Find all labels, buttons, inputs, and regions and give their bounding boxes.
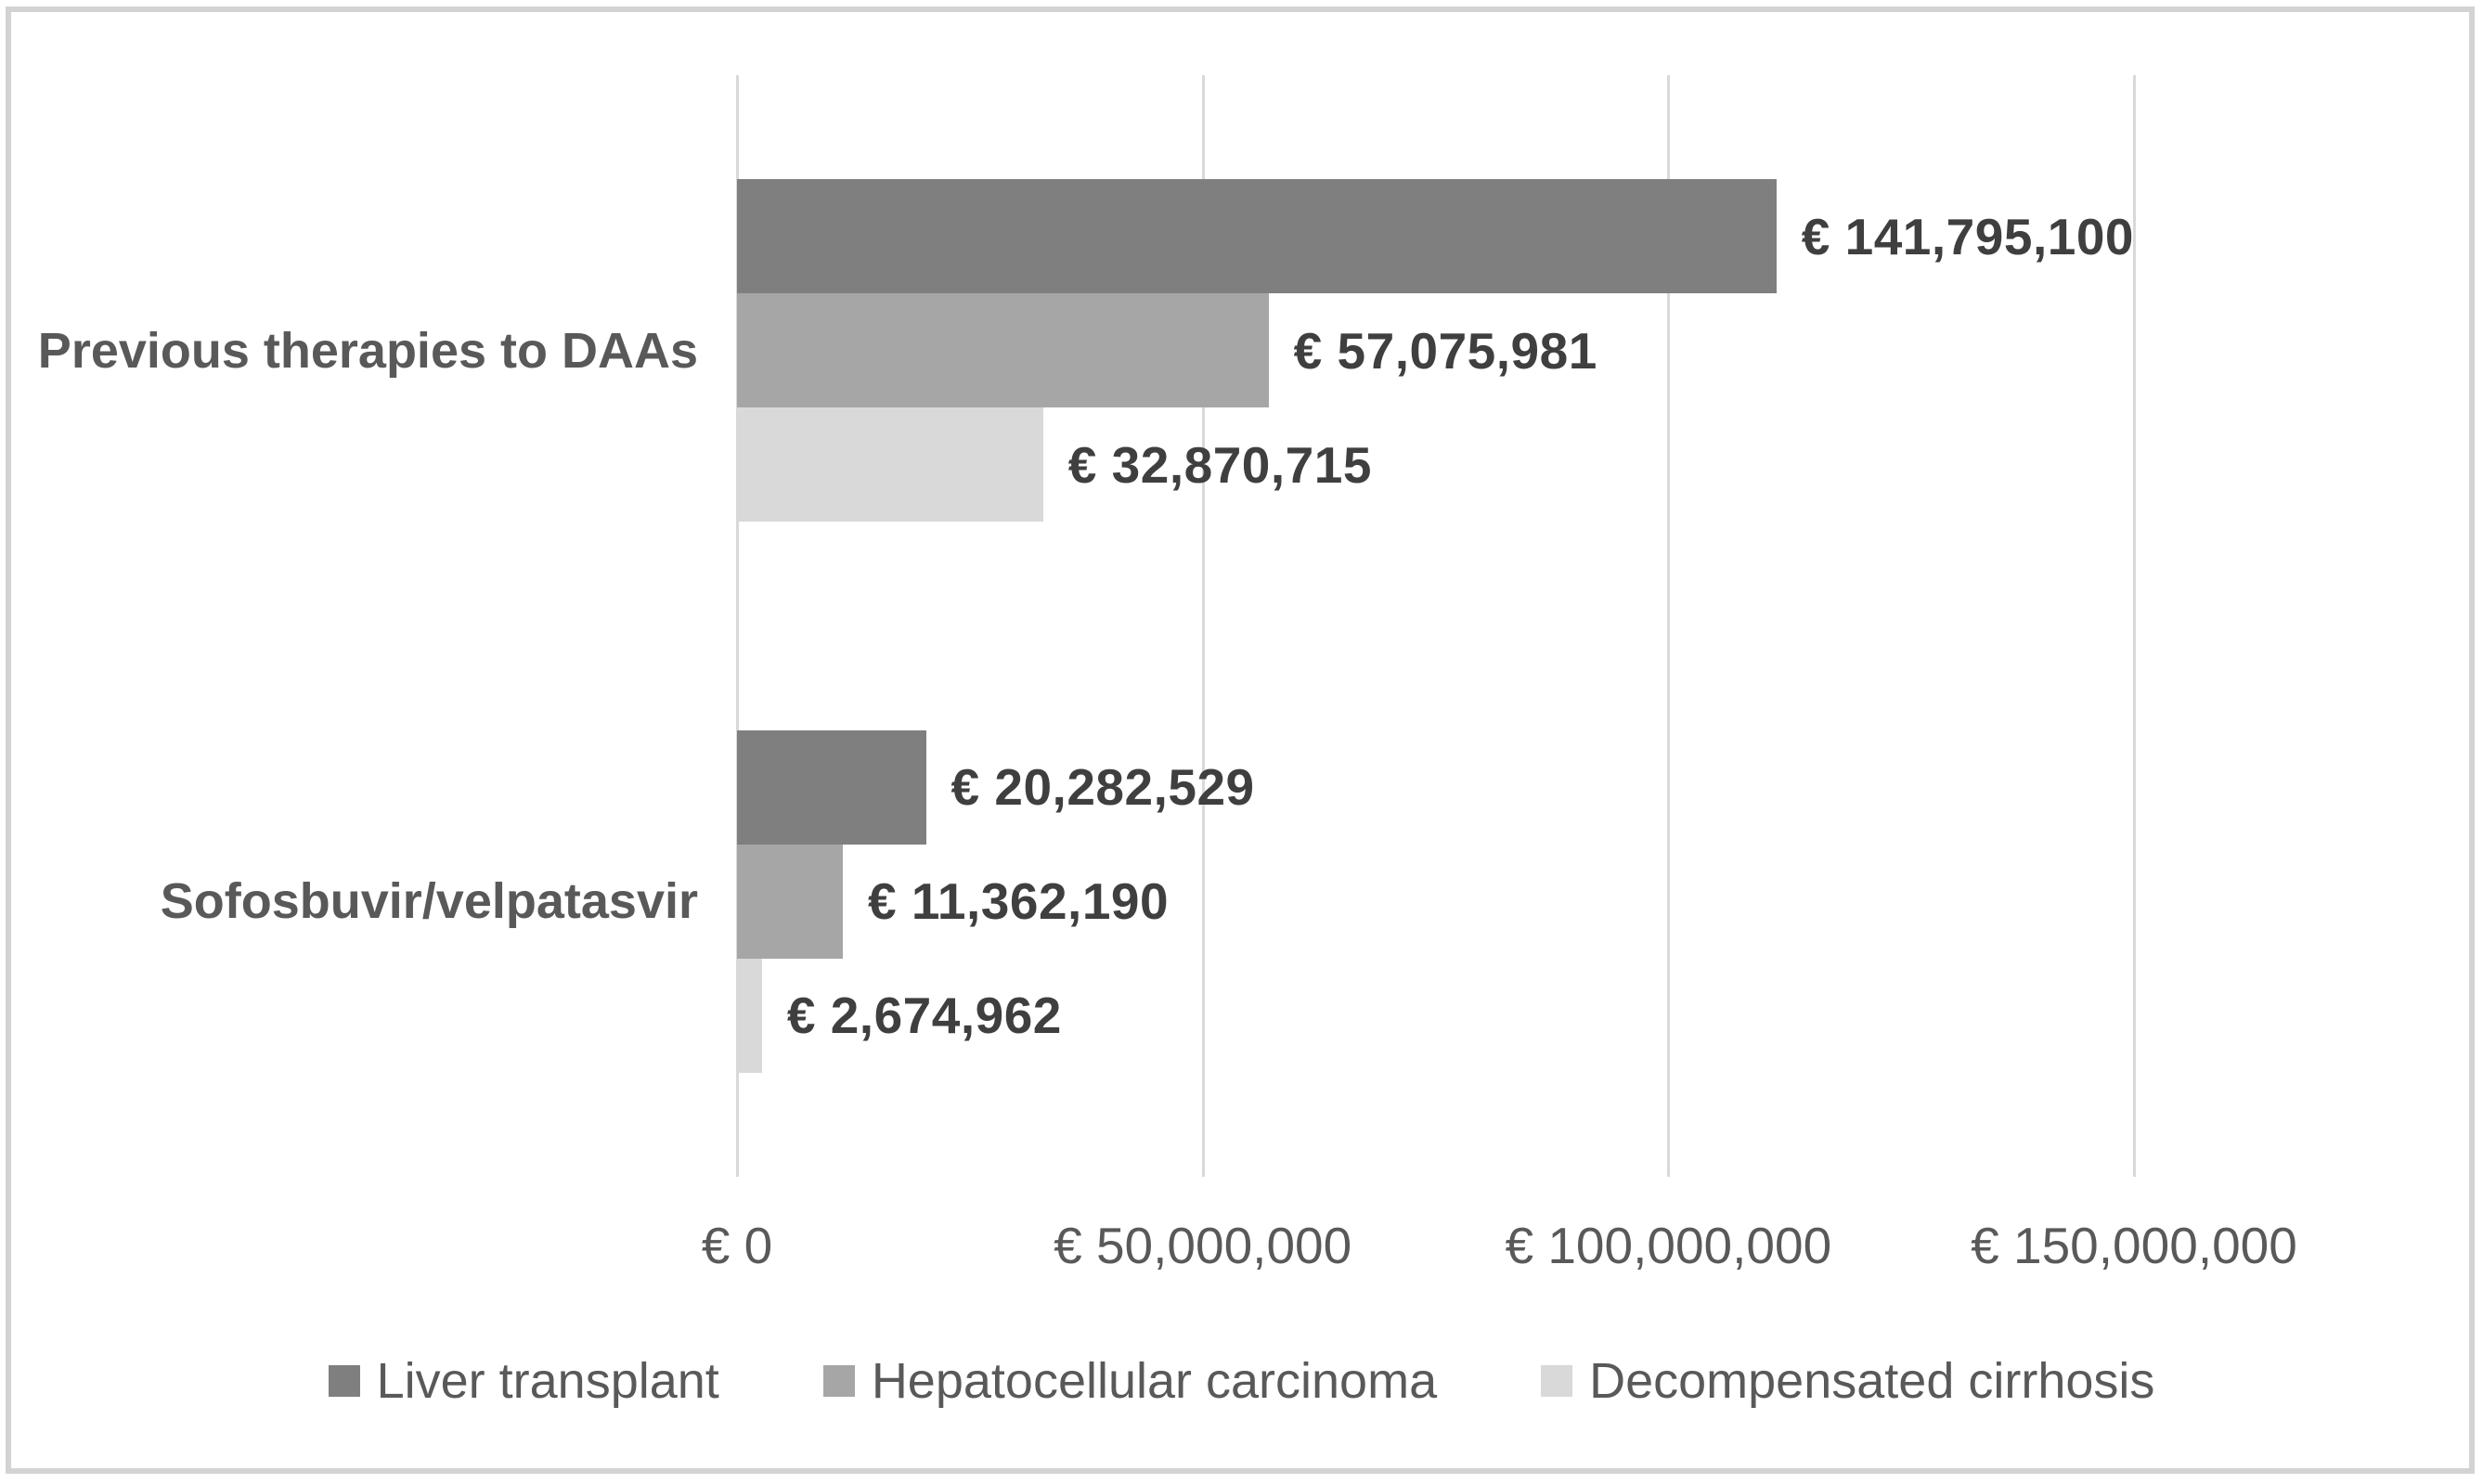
gridline bbox=[1201, 75, 1205, 1177]
legend-label: Hepatocellular carcinoma bbox=[871, 1353, 1438, 1409]
legend-label: Liver transplant bbox=[376, 1353, 719, 1409]
legend: Liver transplant Hepatocellular carcinoma… bbox=[0, 1339, 2483, 1423]
gridline bbox=[736, 75, 739, 1177]
bar-decompensated-cirrhosis bbox=[737, 407, 1043, 523]
x-axis: € 0 € 50,000,000 € 100,000,000 € 150,000,00… bbox=[702, 1216, 2297, 1290]
category-label: Previous therapies to DAAs bbox=[37, 322, 698, 379]
category-band: € 20,282,529 € 11,362,190 € 2,674,962 bbox=[737, 626, 2134, 1178]
bar-row: € 57,075,981 bbox=[737, 293, 2134, 408]
category-label: Sofosbuvir/velpatasvir bbox=[160, 873, 698, 930]
data-label: € 2,674,962 bbox=[786, 987, 1062, 1045]
bar-group: € 20,282,529 € 11,362,190 € 2,674,962 bbox=[737, 729, 2134, 1073]
category-row: Previous therapies to DAAs bbox=[28, 75, 698, 626]
bar-row: € 2,674,962 bbox=[737, 958, 2134, 1073]
x-tick-label: € 150,000,000 bbox=[1971, 1217, 2297, 1274]
legend-item: Hepatocellular carcinoma bbox=[822, 1352, 1438, 1410]
plot-area: € 141,795,100 € 57,075,981 € 32,870,715 € 2… bbox=[736, 75, 2136, 1178]
legend-label: Decompensated cirrhosis bbox=[1589, 1353, 2155, 1409]
bar-row: € 11,362,190 bbox=[737, 844, 2134, 959]
gridline bbox=[2133, 75, 2136, 1177]
gridline bbox=[1667, 75, 1671, 1177]
legend-swatch-icon bbox=[328, 1365, 360, 1397]
category-band: € 141,795,100 € 57,075,981 € 32,870,715 bbox=[737, 75, 2134, 626]
data-label: € 57,075,981 bbox=[1293, 321, 1597, 380]
legend-swatch-icon bbox=[1541, 1365, 1573, 1397]
category-axis: Previous therapies to DAAs Sofosbuvir/vel… bbox=[28, 75, 698, 1177]
x-tick-label: € 50,000,000 bbox=[1054, 1217, 1352, 1274]
bar-hepatocellular-carcinoma bbox=[737, 844, 843, 959]
category-row: Sofosbuvir/velpatasvir bbox=[28, 626, 698, 1178]
bar-group: € 141,795,100 € 57,075,981 € 32,870,715 bbox=[737, 179, 2134, 523]
bar-liver-transplant bbox=[737, 179, 1777, 294]
bar-hepatocellular-carcinoma bbox=[737, 293, 1269, 408]
data-label: € 141,795,100 bbox=[1801, 207, 2134, 265]
data-label: € 32,870,715 bbox=[1067, 435, 1372, 494]
data-label: € 11,362,190 bbox=[868, 872, 1170, 931]
legend-item: Decompensated cirrhosis bbox=[1541, 1352, 2154, 1410]
bar-decompensated-cirrhosis bbox=[737, 958, 762, 1073]
x-tick-label: € 100,000,000 bbox=[1505, 1217, 1832, 1274]
bar-row: € 32,870,715 bbox=[737, 407, 2134, 523]
legend-swatch-icon bbox=[822, 1365, 855, 1397]
x-tick-label: € 0 bbox=[701, 1217, 773, 1274]
bar-row: € 141,795,100 bbox=[737, 179, 2134, 294]
legend-item: Liver transplant bbox=[328, 1352, 719, 1410]
data-label: € 20,282,529 bbox=[951, 758, 1255, 817]
bar-row: € 20,282,529 bbox=[737, 729, 2134, 845]
bar-liver-transplant bbox=[737, 729, 926, 845]
